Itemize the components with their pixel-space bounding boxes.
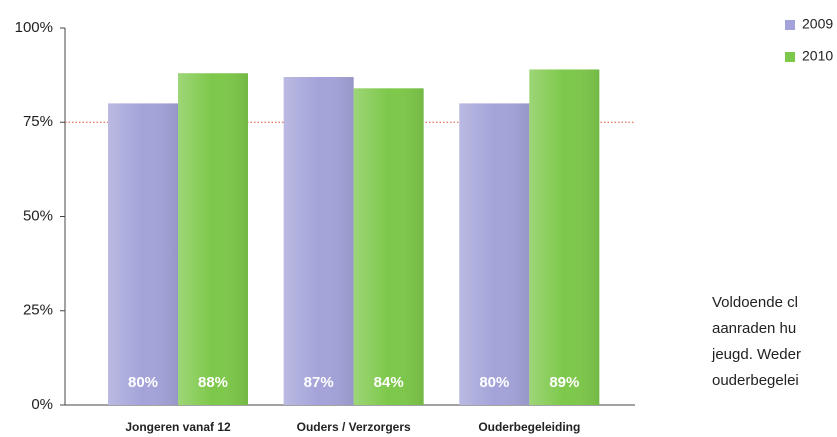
y-tick-label: 50% [23,207,53,224]
y-tick-label: 75% [23,113,53,130]
annotation-line: ouderbegelei [712,372,799,389]
legend-label: 2010 / 2011 [802,48,837,64]
y-tick-label: 25% [23,302,53,319]
annotation-line: jeugd. Weder [711,346,801,363]
legend-label: 2009 / 2010 [802,16,837,32]
bar-shine [178,73,248,406]
bar-shine [529,69,600,405]
x-tick-label: Jongeren vanaf 12 [125,420,231,434]
data-label: 88% [198,374,228,391]
annotation-line: aanraden hu [712,320,796,337]
bar-shine [108,103,178,406]
data-label: 80% [128,374,158,391]
y-tick-label: 0% [31,396,53,413]
data-label: 87% [304,374,334,391]
x-tick-label: Ouderbegeleiding [478,420,580,434]
legend-swatch [785,20,795,30]
bar-shine [353,88,424,405]
x-tick-label: Ouders / Verzorgers [297,420,411,434]
bar-shine [283,77,354,405]
y-tick-label: 100% [15,19,53,36]
data-label: 89% [549,374,579,391]
data-label: 80% [479,374,509,391]
data-label: 84% [374,374,404,391]
legend-swatch [785,52,795,62]
annotation-line: Voldoende cl [712,294,798,311]
bar-shine [459,103,530,406]
